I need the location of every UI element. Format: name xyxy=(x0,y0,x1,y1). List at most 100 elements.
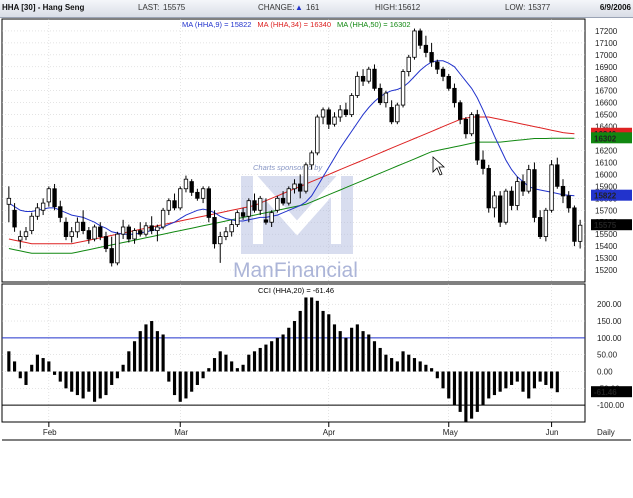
cci-bar xyxy=(190,371,194,392)
cci-bar xyxy=(64,371,68,389)
candle-body xyxy=(240,212,246,217)
candle-body xyxy=(555,164,560,187)
candle-body xyxy=(40,202,46,211)
candle-body xyxy=(332,116,337,125)
candle-body xyxy=(566,195,571,209)
candle-body xyxy=(263,219,269,223)
candle-body xyxy=(412,30,417,58)
candle-body xyxy=(80,221,86,231)
candle-body xyxy=(195,191,200,199)
price-ytick-label: 15400 xyxy=(595,242,618,251)
cci-value-tag-text: -61.46 xyxy=(594,388,617,397)
candle-body xyxy=(252,200,257,211)
candle-body xyxy=(418,30,423,46)
cci-bar xyxy=(344,337,348,372)
candle-body xyxy=(92,226,97,240)
cci-bar xyxy=(201,371,205,379)
candle-body xyxy=(446,75,451,89)
cci-bar xyxy=(310,297,314,372)
cci-bar xyxy=(498,371,502,392)
ma9-line xyxy=(8,60,575,235)
cci-bar xyxy=(144,324,148,372)
cci-bar xyxy=(121,364,125,372)
candle-body xyxy=(469,114,474,135)
watermark-logo-block xyxy=(241,176,353,254)
candle-body xyxy=(18,236,23,241)
x-tick-label: Feb xyxy=(43,428,57,437)
candle-body xyxy=(360,75,366,82)
candle-body xyxy=(378,87,383,104)
candle-body xyxy=(383,92,389,104)
price-ytick-label: 17000 xyxy=(595,51,618,60)
cci-bar xyxy=(538,371,542,382)
price-ytick-label: 15300 xyxy=(595,254,618,263)
candle-body xyxy=(298,183,303,192)
candle-body xyxy=(212,217,217,245)
cci-bar xyxy=(298,310,302,372)
cci-bar xyxy=(470,371,474,419)
price-ytick-label: 15200 xyxy=(595,266,618,275)
cci-bar xyxy=(281,334,285,372)
cci-bar xyxy=(464,371,468,422)
mouse-cursor-icon xyxy=(432,156,446,176)
cci-bar xyxy=(407,354,411,372)
cci-bar xyxy=(132,341,137,372)
cci-bar xyxy=(361,331,365,372)
cci-bar xyxy=(287,327,291,372)
cci-bar xyxy=(424,364,428,372)
cci-bar xyxy=(247,354,251,372)
cci-bar xyxy=(195,371,199,385)
candle-body xyxy=(497,195,503,223)
cci-bar xyxy=(270,341,274,372)
cci-bar xyxy=(332,324,337,372)
candle-body xyxy=(218,236,223,245)
candle-body xyxy=(463,119,469,135)
candle-body xyxy=(343,109,349,116)
candle-body xyxy=(400,71,406,106)
price-ytick-label: 16200 xyxy=(595,147,618,156)
candle-body xyxy=(280,197,286,204)
candle-body xyxy=(509,190,514,206)
cci-bar xyxy=(212,358,217,372)
candle-body xyxy=(549,164,554,211)
cci-bar xyxy=(447,371,451,399)
cci-bar xyxy=(372,341,377,372)
candle-body xyxy=(115,233,120,264)
candle-body xyxy=(292,183,297,190)
change-value: 161 xyxy=(306,3,320,12)
cci-bar xyxy=(138,331,142,372)
cci-bar xyxy=(161,334,165,372)
last-value: 15575 xyxy=(163,3,186,12)
candle-body xyxy=(46,188,52,203)
candle-body xyxy=(486,168,491,209)
candle-body xyxy=(435,61,440,70)
candle-body xyxy=(229,224,234,233)
cci-bar xyxy=(52,371,57,375)
cci-bar xyxy=(544,371,548,385)
candle-body xyxy=(458,102,463,120)
cci-bar xyxy=(504,371,508,389)
candle-body xyxy=(389,107,394,123)
candle-body xyxy=(515,181,520,206)
high-label: HIGH: xyxy=(375,3,398,12)
candle-body xyxy=(366,68,371,82)
cci-ytick-label: 0.00 xyxy=(597,368,613,377)
cci-bar xyxy=(75,371,79,396)
watermark-brand-text: ManFinancial xyxy=(233,259,358,282)
candle-body xyxy=(132,230,137,240)
cci-ytick-label: 200.00 xyxy=(597,300,622,309)
cci-bar xyxy=(230,361,234,372)
cci-bar xyxy=(47,361,51,372)
candle-body xyxy=(166,200,171,211)
cci-ytick-label: 50.00 xyxy=(597,351,618,360)
candle-body xyxy=(246,200,251,217)
candle-body xyxy=(395,104,400,123)
cci-bar xyxy=(172,371,177,396)
cci-bar xyxy=(178,371,182,402)
candle-body xyxy=(577,224,583,242)
candle-body xyxy=(138,230,143,235)
cci-bar xyxy=(12,361,17,372)
cci-bar xyxy=(355,324,359,372)
candle-body xyxy=(440,68,446,77)
candle-body xyxy=(200,188,206,199)
